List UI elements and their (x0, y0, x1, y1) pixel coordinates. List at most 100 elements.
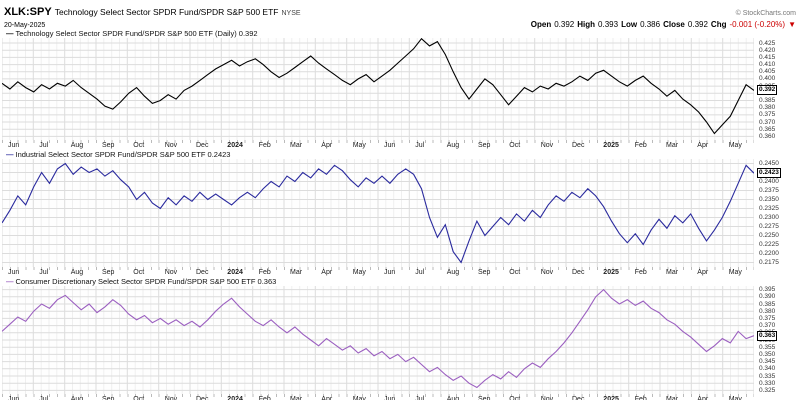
x-tick-label: Dec (196, 396, 209, 400)
x-tick-label: Oct (509, 269, 521, 276)
low-label: Low (621, 20, 638, 29)
y-tick-label: 0.375 (759, 111, 776, 119)
y-tick-label: 0.420 (759, 46, 776, 54)
y-tick-label: 0.2375 (759, 187, 779, 194)
x-tick-label: Mar (290, 269, 303, 276)
y-tick-label: 0.350 (759, 350, 776, 358)
y-tick-label: 0.375 (759, 314, 776, 322)
y-tick-label: 0.415 (759, 53, 776, 61)
x-tick-label: Nov (164, 396, 178, 400)
x-tick-label: Jun (384, 142, 396, 149)
x-tick-label: May (352, 396, 366, 400)
y-tick-label: 0.340 (759, 365, 776, 373)
y-tick-label: 0.410 (759, 61, 776, 69)
x-tick-label: Dec (196, 269, 209, 276)
x-tick-label: Aug (446, 269, 460, 276)
x-tick-label: Jul (415, 396, 425, 400)
last-value-badge: 0.2423 (757, 168, 781, 179)
x-tick-label: 2024 (227, 396, 243, 400)
x-tick-label: May (352, 269, 366, 276)
x-tick-label: Oct (509, 396, 521, 400)
x-tick-label: Aug (446, 142, 460, 149)
x-tick-label: Nov (540, 142, 554, 149)
y-tick-label: 0.2325 (759, 205, 779, 212)
x-tick-label: Dec (572, 142, 585, 149)
panel-consumer-discretionary-ratio: — Consumer Discretionary Select Sector SP… (0, 277, 800, 400)
y-tick-label: 0.2250 (759, 232, 779, 239)
y-tick-label: 0.325 (759, 386, 776, 394)
x-tick-label: Apr (321, 269, 333, 276)
x-tick-label: Sep (102, 396, 115, 400)
y-tick-label: 0.2200 (759, 250, 779, 257)
x-tick-label: Apr (321, 142, 333, 149)
legend-consumer-discretionary: — Consumer Discretionary Select Sector SP… (2, 277, 800, 286)
x-tick-label: Jun (384, 396, 396, 400)
x-tick-label: Mar (290, 142, 303, 149)
open-value: 0.392 (554, 20, 575, 29)
x-tick-label: 2025 (603, 396, 619, 400)
y-tick-label: 0.2175 (759, 259, 779, 266)
x-tick-marks (2, 140, 754, 143)
x-tick-label: Jun (384, 269, 396, 276)
chart-date: 20-May-2025 (4, 22, 46, 29)
x-tick-label: Jun (8, 396, 20, 400)
y-tick-label: 0.2275 (759, 223, 779, 230)
x-tick-label: Nov (164, 269, 178, 276)
high-label: High (577, 20, 596, 29)
x-tick-label: 2024 (227, 269, 243, 276)
y-tick-label: 0.370 (759, 118, 776, 126)
series-color-dash-icon: — (6, 150, 14, 159)
consumer-discretionary-line-chart (2, 286, 754, 394)
x-tick-label: Aug (70, 396, 84, 400)
x-tick-label: May (728, 269, 742, 276)
x-tick-label: May (352, 142, 366, 149)
plot-area-technology: 0.4250.4200.4150.4100.4050.4000.3950.390… (2, 38, 800, 140)
y-axis-technology: 0.4250.4200.4150.4100.4050.4000.3950.390… (756, 38, 800, 140)
title-line: XLK:SPY Technology Select Sector SPDR Fun… (4, 2, 301, 20)
x-tick-label: Apr (697, 269, 709, 276)
x-tick-label: Mar (666, 142, 679, 149)
y-tick-label: 0.2350 (759, 196, 779, 203)
open-label: Open (530, 20, 552, 29)
ohlc-quote: Open 0.392 High 0.393 Low 0.386 Close 0.392 … (531, 20, 796, 29)
x-tick-label: Feb (634, 142, 647, 149)
x-tick-label: Sep (478, 396, 491, 400)
x-tick-marks (2, 267, 754, 270)
legend-label: Technology Select Sector SPDR Fund/SPDR … (15, 29, 258, 38)
y-tick-label: 0.390 (759, 293, 776, 301)
x-tick-label: May (728, 396, 742, 400)
x-tick-label: Oct (133, 142, 145, 149)
x-tick-label: May (728, 142, 742, 149)
x-axis-technology: Jun Jul Aug Sep Oct Nov Dec 2024 Feb Mar Apr May Jun… (2, 140, 754, 150)
copyright-text: © StockCharts.com (735, 10, 796, 17)
down-arrow-icon: ▼ (788, 20, 796, 29)
y-tick-label: 0.355 (759, 343, 776, 351)
last-value-badge: 0.392 (757, 85, 778, 96)
y-tick-label: 0.2400 (759, 178, 779, 185)
x-tick-label: Dec (196, 142, 209, 149)
legend-industrial: — Industrial Select Sector SPDR Fund/SPDR… (2, 150, 800, 159)
y-tick-label: 0.360 (759, 132, 776, 140)
x-tick-label: 2025 (603, 269, 619, 276)
y-tick-label: 0.365 (759, 125, 776, 133)
x-tick-label: Nov (164, 142, 178, 149)
x-tick-marks (2, 394, 754, 397)
y-tick-label: 0.2225 (759, 241, 779, 248)
x-axis-industrial: Jun Jul Aug Sep Oct Nov Dec 2024 Feb Mar Apr May Jun… (2, 267, 754, 277)
chg-label: Chg (710, 20, 727, 29)
x-tick-label: Feb (258, 269, 271, 276)
y-tick-label: 0.385 (759, 97, 776, 104)
y-tick-label: 0.330 (759, 379, 776, 387)
panel-industrial-ratio: — Industrial Select Sector SPDR Fund/SPDR… (0, 150, 800, 277)
x-tick-label: Aug (446, 396, 460, 400)
x-tick-label: Aug (70, 269, 84, 276)
x-tick-label: Oct (509, 142, 521, 149)
x-tick-label: Nov (540, 269, 554, 276)
x-tick-label: Sep (478, 269, 491, 276)
y-tick-label: 0.380 (759, 307, 776, 315)
legend-label: Industrial Select Sector SPDR Fund/SPDR … (15, 150, 231, 159)
industrial-line-chart (2, 159, 754, 267)
y-tick-label: 0.385 (759, 300, 776, 308)
page-title: Technology Select Sector SPDR Fund/SPDR … (54, 7, 279, 17)
x-tick-label: Feb (258, 396, 271, 400)
